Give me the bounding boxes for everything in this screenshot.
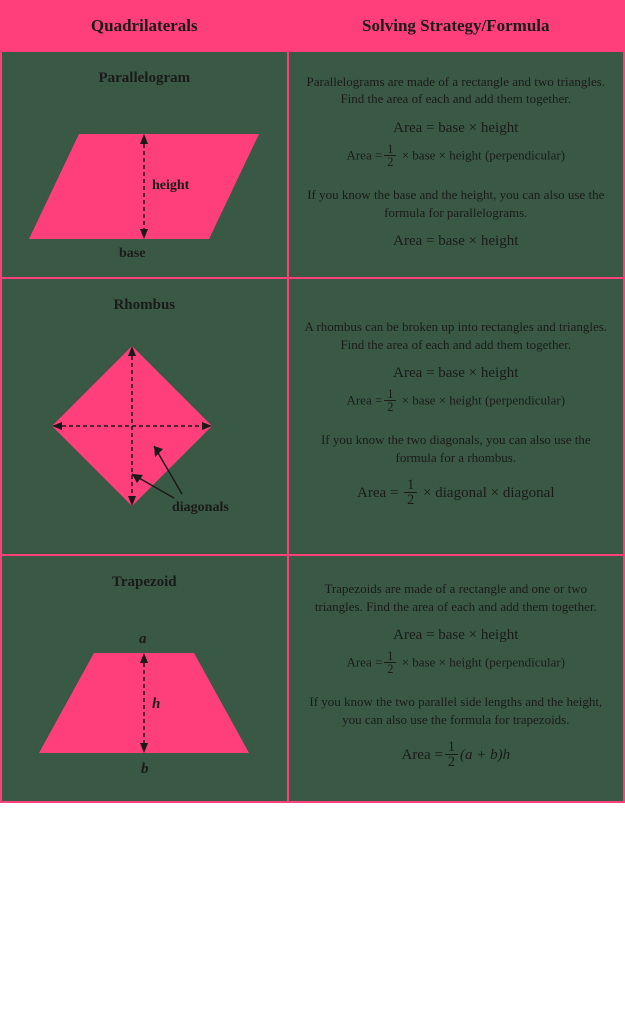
rhombus-desc1: A rhombus can be broken up into rectangl… bbox=[303, 318, 609, 353]
trapezoid-f1: Area = base × height bbox=[303, 627, 609, 644]
trapezoid-svg: a h b bbox=[19, 613, 269, 783]
row-parallelogram: Parallelogram height base Parallelograms… bbox=[1, 51, 624, 278]
parallelogram-f3: Area = base × height bbox=[303, 233, 609, 250]
rhombus-f3: Area = 12 × diagonal × diagonal bbox=[303, 478, 609, 509]
trapezoid-b-label: b bbox=[141, 761, 149, 777]
rhombus-f1: Area = base × height bbox=[303, 365, 609, 382]
rhombus-strategy: A rhombus can be broken up into rectangl… bbox=[288, 278, 624, 555]
row-trapezoid: Trapezoid a h b Trapezoids are made of a… bbox=[1, 555, 624, 802]
row-rhombus: Rhombus diagonals A r bbox=[1, 278, 624, 555]
header-row: Quadrilaterals Solving Strategy/Formula bbox=[1, 1, 624, 51]
header-col1: Quadrilaterals bbox=[1, 1, 288, 51]
parallelogram-desc2: If you know the base and the height, you… bbox=[303, 186, 609, 221]
rhombus-diagonals-label: diagonals bbox=[172, 500, 229, 515]
trapezoid-a-label: a bbox=[139, 631, 147, 647]
parallelogram-height-label: height bbox=[152, 178, 190, 193]
trapezoid-title: Trapezoid bbox=[16, 574, 273, 591]
trapezoid-f3: Area =12(a + b)h bbox=[303, 740, 609, 771]
rhombus-svg: diagonals bbox=[24, 336, 264, 536]
parallelogram-desc1: Parallelograms are made of a rectangle a… bbox=[303, 73, 609, 108]
trapezoid-desc2: If you know the two parallel side length… bbox=[303, 693, 609, 728]
parallelogram-base-label: base bbox=[119, 246, 145, 259]
parallelogram-cell: Parallelogram height base bbox=[1, 51, 288, 278]
trapezoid-h-label: h bbox=[152, 696, 160, 712]
rhombus-desc2: If you know the two diagonals, you can a… bbox=[303, 431, 609, 466]
parallelogram-title: Parallelogram bbox=[16, 70, 273, 87]
trapezoid-f2: Area =12 × base × height (perpendicular) bbox=[303, 650, 609, 677]
parallelogram-strategy: Parallelograms are made of a rectangle a… bbox=[288, 51, 624, 278]
rhombus-f2: Area =12 × base × height (perpendicular) bbox=[303, 388, 609, 415]
trapezoid-desc1: Trapezoids are made of a rectangle and o… bbox=[303, 580, 609, 615]
quadrilaterals-table: Quadrilaterals Solving Strategy/Formula … bbox=[0, 0, 625, 803]
trapezoid-strategy: Trapezoids are made of a rectangle and o… bbox=[288, 555, 624, 802]
rhombus-cell: Rhombus diagonals bbox=[1, 278, 288, 555]
trapezoid-cell: Trapezoid a h b bbox=[1, 555, 288, 802]
header-col2: Solving Strategy/Formula bbox=[288, 1, 624, 51]
parallelogram-f2: Area =12 × base × height (perpendicular) bbox=[303, 143, 609, 170]
rhombus-title: Rhombus bbox=[16, 297, 273, 314]
parallelogram-svg: height base bbox=[24, 109, 264, 259]
parallelogram-f1: Area = base × height bbox=[303, 120, 609, 137]
